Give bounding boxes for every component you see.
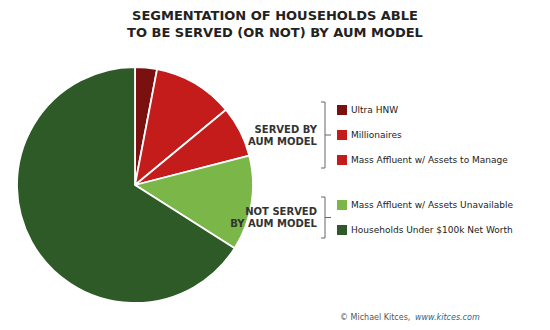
brace-line	[321, 168, 325, 169]
brace-line	[325, 135, 331, 136]
footer: © Michael Kitces,	[340, 313, 413, 322]
brace-line	[321, 197, 325, 198]
legend-swatch	[337, 105, 347, 115]
legend-label: Ultra HNW	[351, 105, 398, 115]
legend-brace	[321, 197, 331, 238]
footer-url: www.kitces.com	[415, 313, 480, 322]
legend-label: Millionaires	[351, 130, 402, 140]
chart: SEGMENTATION OF HOUSEHOLDS ABLE TO BE SER…	[0, 0, 550, 330]
group-label: SERVED BY	[255, 124, 318, 135]
slice	[17, 67, 235, 303]
brace-line	[321, 238, 325, 239]
legend: SERVED BYAUM MODEL Ultra HNW Millionaires M…	[230, 102, 513, 238]
legend-swatch	[337, 200, 347, 210]
legend-label: Households Under $100k Net Worth	[351, 225, 513, 235]
group-label: NOT SERVED	[245, 206, 317, 217]
group-label: AUM MODEL	[248, 136, 318, 147]
brace-line	[321, 102, 325, 103]
legend-brace	[321, 102, 331, 168]
legend-label: Mass Affluent w/ Assets to Manage	[351, 155, 508, 165]
brace-line	[325, 217, 331, 218]
legend-swatch	[337, 155, 347, 165]
subtitle: TO BE SERVED (OR NOT) BY AUM MODEL	[127, 25, 423, 40]
legend-label: Mass Affluent w/ Assets Unavailable	[351, 200, 513, 210]
group-label: BY AUM MODEL	[230, 218, 317, 229]
title: SEGMENTATION OF HOUSEHOLDS ABLE	[132, 8, 418, 23]
pie	[17, 67, 253, 303]
legend-swatch	[337, 225, 347, 235]
legend-swatch	[337, 130, 347, 140]
